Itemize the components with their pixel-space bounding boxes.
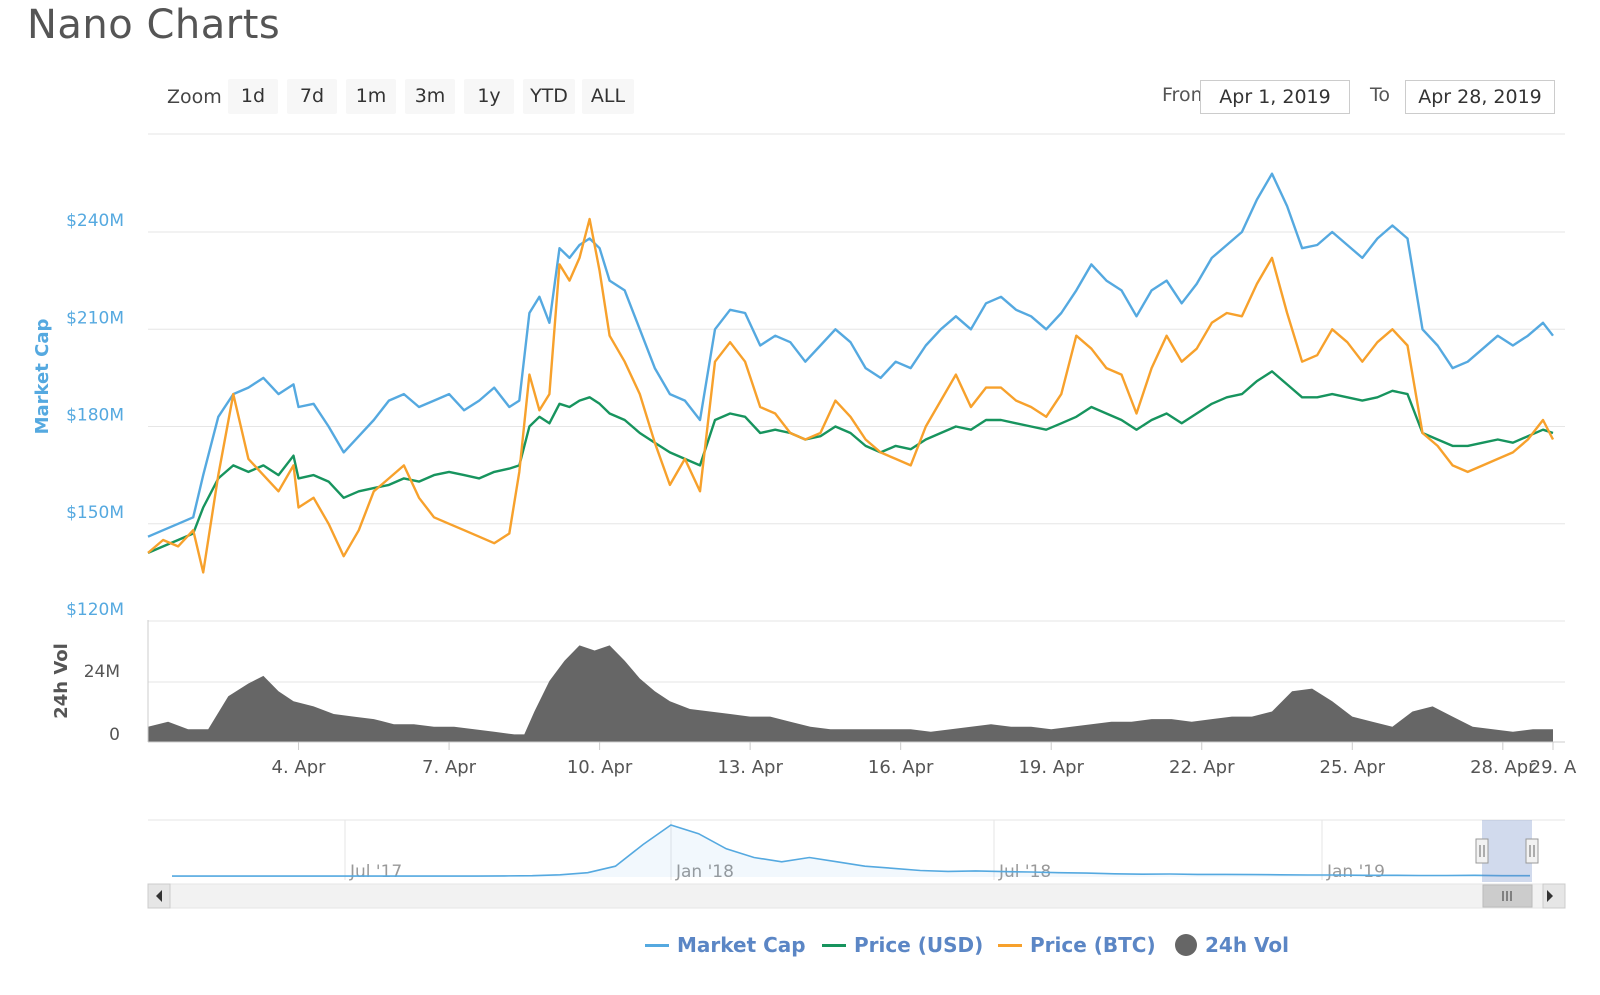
y-axis-title: Market Cap	[32, 319, 53, 435]
scrollbar-right-button[interactable]	[1542, 883, 1566, 909]
y-tick-label: $240M	[66, 211, 124, 231]
y-tick-label: $120M	[66, 600, 124, 620]
y-tick-label: $180M	[66, 406, 124, 426]
x-tick-label: 22. Apr	[1169, 757, 1235, 778]
series-line-price-btc	[147, 217, 1555, 574]
navigator-selection[interactable]	[1482, 820, 1532, 882]
legend-swatch-price-usd	[822, 944, 846, 947]
navigator-area	[172, 825, 1530, 877]
x-tick-label: 28. Apr	[1470, 757, 1536, 778]
vol-y-tick-label: 24M	[84, 662, 120, 682]
legend-item-price-btc[interactable]: Price (BTC)	[998, 930, 1156, 960]
navigator-label: Jan '19	[1326, 862, 1385, 882]
x-tick-label: 10. Apr	[567, 757, 633, 778]
zoom-1d-button[interactable]: 1d	[228, 79, 278, 114]
x-tick-label: 19. Apr	[1018, 757, 1084, 778]
legend-item-24h-vol[interactable]: 24h Vol	[1175, 930, 1295, 960]
x-tick-label: 4. Apr	[272, 757, 327, 778]
series-line-price-usd	[147, 370, 1554, 555]
legend-dot-24h-vol	[1175, 934, 1197, 956]
zoom-label: Zoom	[167, 86, 222, 108]
from-date-input[interactable]: Apr 1, 2019	[1200, 80, 1350, 114]
scrollbar-track[interactable]	[147, 883, 1566, 909]
navigator-label: Jul '17	[349, 862, 402, 882]
zoom-3m-button[interactable]: 3m	[405, 79, 455, 114]
x-tick-label: 16. Apr	[868, 757, 934, 778]
legend-label: 24h Vol	[1205, 933, 1290, 957]
legend-swatch-market-cap	[645, 944, 669, 947]
vol-y-tick-label: 0	[109, 725, 120, 745]
from-label: From	[1162, 84, 1210, 106]
navigator-left-handle[interactable]	[1475, 838, 1489, 864]
x-tick-label: 7. Apr	[422, 757, 477, 778]
zoom-1m-button[interactable]: 1m	[346, 79, 396, 114]
legend-item-price-usd[interactable]: Price (USD)	[822, 930, 983, 960]
navigator-label: Jan '18	[675, 862, 734, 882]
to-date-input[interactable]: Apr 28, 2019	[1405, 80, 1555, 114]
right-arrow-icon	[1547, 890, 1553, 902]
y-tick-label: $150M	[66, 503, 124, 523]
legend-item-market-cap[interactable]: Market Cap	[645, 930, 806, 960]
x-tick-label: 29. A	[1530, 757, 1577, 778]
legend: Market Cap Price (USD) Price (BTC) 24h V…	[0, 930, 1600, 960]
volume-area	[148, 645, 1553, 742]
page-title: Nano Charts	[27, 2, 281, 48]
vol-axis-title: 24h Vol	[51, 643, 72, 719]
navigator-line	[172, 824, 1530, 877]
zoom-1y-button[interactable]: 1y	[464, 79, 514, 114]
y-tick-label: $210M	[66, 308, 124, 328]
x-tick-label: 25. Apr	[1320, 757, 1386, 778]
legend-label: Price (USD)	[854, 933, 984, 957]
x-tick-label: 13. Apr	[717, 757, 783, 778]
zoom-ytd-button[interactable]: YTD	[523, 79, 575, 114]
legend-swatch-price-btc	[998, 944, 1022, 947]
navigator-right-handle[interactable]	[1525, 838, 1539, 864]
legend-label: Price (BTC)	[1030, 933, 1156, 957]
zoom-7d-button[interactable]: 7d	[287, 79, 337, 114]
series-line-market-cap	[147, 172, 1554, 538]
to-label: To	[1370, 84, 1391, 106]
legend-label: Market Cap	[677, 933, 806, 957]
left-arrow-icon	[156, 890, 162, 902]
zoom-all-button[interactable]: ALL	[582, 79, 634, 114]
